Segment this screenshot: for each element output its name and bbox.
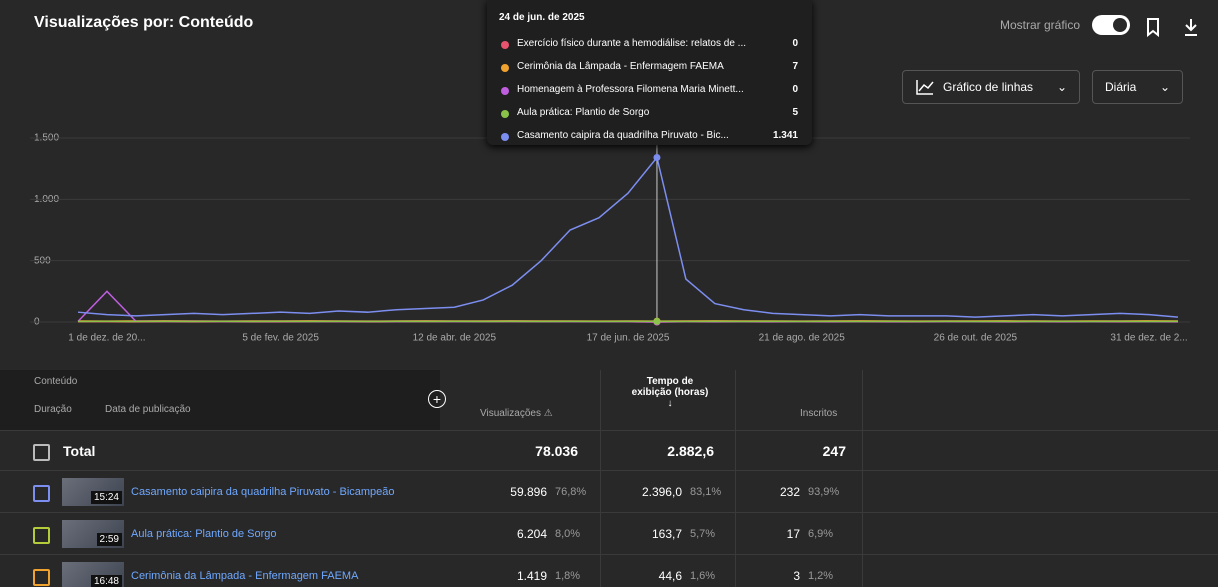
tooltip-value: 5 (792, 107, 798, 118)
video-title: Casamento caipira da quadrilha Piruvato … (131, 486, 395, 498)
x-tick-label: 5 de fev. de 2025 (242, 333, 319, 344)
line (78, 158, 1178, 318)
watch-time-pct: 5,7% (690, 528, 715, 540)
watch-time: 44,6 (610, 569, 682, 583)
table-row[interactable]: 16:48 Cerimônia da Lâmpada - Enfermagem F… (0, 554, 1218, 587)
subscribers: 3 (760, 569, 800, 583)
header-subscribers[interactable]: Inscritos (800, 408, 837, 419)
x-tick-label: 17 de jun. de 2025 (587, 333, 670, 344)
watch-time: 2.396,0 (610, 485, 682, 499)
x-tick-label: 21 de ago. de 2025 (759, 333, 846, 344)
header-watch-time[interactable]: Tempo de exibição (horas) ↓ (630, 376, 710, 409)
total-watch-time: 2.882,6 (610, 443, 714, 459)
duration: 2:59 (97, 533, 122, 546)
thumbnail: 16:48 (62, 562, 124, 587)
tooltip-dot (501, 87, 509, 95)
total-row: Total 78.036 2.882,6 247 (0, 430, 1218, 471)
thumbnail: 2:59 (62, 520, 124, 548)
line (78, 291, 1178, 322)
views: 6.204 (480, 527, 547, 541)
video-title: Cerimônia da Lâmpada - Enfermagem FAEMA (131, 570, 358, 582)
watch-time-pct: 83,1% (690, 486, 721, 498)
views-pct: 1,8% (555, 570, 580, 582)
x-tick-label: 31 de dez. de 2... (1110, 333, 1187, 344)
tooltip-value: 0 (792, 38, 798, 49)
hover-dot (653, 154, 660, 161)
tooltip-dot (501, 110, 509, 118)
duration: 16:48 (91, 575, 122, 587)
tooltip-dot (501, 64, 509, 72)
tooltip-value: 7 (792, 61, 798, 72)
tooltip-label: Cerimônia da Lâmpada - Enfermagem FAEMA (517, 61, 724, 72)
checkbox (33, 569, 50, 586)
thumbnail: 15:24 (62, 478, 124, 506)
add-column[interactable]: + (428, 390, 446, 408)
chart-type-dropdown[interactable]: Gráfico de linhas⌄ (902, 70, 1080, 104)
granularity: Diária (1105, 80, 1136, 94)
total-subscribers: 247 (760, 443, 846, 459)
show-chart-label: Mostrar gráfico (1000, 18, 1080, 32)
checkbox (33, 485, 50, 502)
chart-type: Gráfico de linhas (943, 80, 1033, 94)
table-header-left: Conteúdo Duração Data de publicação (0, 370, 440, 430)
tooltip-label: Homenagem à Professora Filomena Maria Mi… (517, 84, 744, 95)
x-tick-label: 26 de out. de 2025 (934, 333, 1018, 344)
checkbox[interactable] (33, 444, 50, 461)
tooltip: 24 de jun. de 2025 Exercício físico dura… (487, 0, 812, 145)
icons[interactable] (1145, 17, 1205, 37)
header-watch-time-text: Tempo de exibição (horas) (632, 376, 709, 398)
toggle[interactable] (1092, 15, 1130, 35)
tooltip-date: 24 de jun. de 2025 (499, 12, 585, 23)
subscribers: 232 (760, 485, 800, 499)
table-row[interactable]: 15:24 Casamento caipira da quadrilha Piru… (0, 470, 1218, 513)
views: 59.896 (480, 485, 547, 499)
header-published: Data de publicação (105, 404, 191, 415)
tooltip-dot (501, 41, 509, 49)
video-title: Aula prática: Plantio de Sorgo (131, 528, 277, 540)
header-duration: Duração (34, 404, 72, 415)
granularity-dropdown[interactable]: Diária⌄ (1092, 70, 1183, 104)
tooltip-label: Exercício físico durante a hemodiálise: … (517, 38, 746, 49)
watch-time-pct: 1,6% (690, 570, 715, 582)
watch-time: 163,7 (610, 527, 682, 541)
tooltip-dot (501, 133, 509, 141)
views-pct: 8,0% (555, 528, 580, 540)
total-label: Total (63, 443, 95, 459)
tooltip-value: 0 (792, 84, 798, 95)
header-content: Conteúdo (34, 376, 77, 387)
checkbox (33, 527, 50, 544)
subscribers-pct: 6,9% (808, 528, 833, 540)
header-views[interactable]: Visualizações ⚠ (480, 408, 553, 419)
total-views: 78.036 (480, 443, 578, 459)
views-pct: 76,8% (555, 486, 586, 498)
tooltip-value: 1.341 (773, 130, 798, 141)
x-tick-label: 12 de abr. de 2025 (413, 333, 497, 344)
views: 1.419 (480, 569, 547, 583)
subscribers: 17 (760, 527, 800, 541)
subscribers-pct: 1,2% (808, 570, 833, 582)
hover-dot (653, 318, 660, 325)
tooltip-label: Aula prática: Plantio de Sorgo (517, 107, 649, 118)
table-row[interactable]: 2:59 Aula prática: Plantio de Sorgo 6.204 8… (0, 512, 1218, 555)
panel-title: Visualizações por: Conteúdo (34, 14, 253, 32)
tooltip-label: Casamento caipira da quadrilha Piruvato … (517, 130, 729, 141)
duration: 15:24 (91, 491, 122, 504)
analytics-page: 05001.0001.5001 de dez. de 20...5 de fev… (0, 0, 1218, 587)
x-tick-label: 1 de dez. de 20... (68, 333, 145, 344)
subscribers-pct: 93,9% (808, 486, 839, 498)
header-views-text: Visualizações (480, 408, 541, 419)
